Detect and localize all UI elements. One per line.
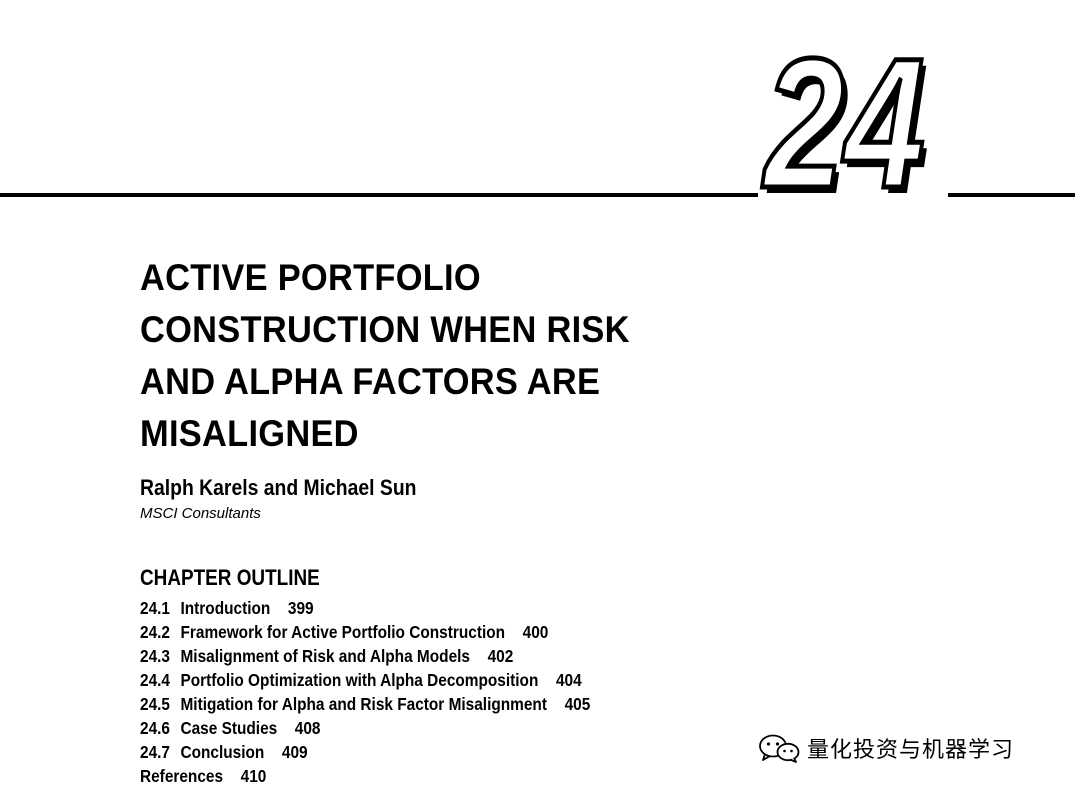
outline-item-title: Introduction	[180, 598, 271, 618]
outline-item-title: References	[140, 766, 224, 786]
outline-item-page: 410	[240, 766, 267, 786]
outline-item-page: 400	[522, 622, 549, 642]
chapter-number-shadow: 24	[766, 40, 929, 210]
outline-item: 24.7 Conclusion 409	[140, 740, 590, 764]
chapter-outline: 24.1 Introduction 399 24.2 Framework for Ac…	[140, 596, 590, 788]
outline-item-title: Portfolio Optimization with Alpha Decomp…	[180, 670, 539, 690]
outline-item: 24.3 Misalignment of Risk and Alpha Model…	[140, 644, 590, 668]
watermark: 量化投资与机器学习	[757, 731, 1014, 765]
outline-item-title: Mitigation for Alpha and Risk Factor Mis…	[180, 694, 547, 714]
outline-item: 24.4 Portfolio Optimization with Alpha De…	[140, 668, 590, 692]
chapter-title: ACTIVE PORTFOLIO CONSTRUCTION WHEN RISK …	[140, 252, 717, 460]
wechat-icon	[759, 734, 800, 763]
outline-item: 24.1 Introduction 399	[140, 596, 590, 620]
outline-item-title: Misalignment of Risk and Alpha Models	[180, 646, 470, 666]
outline-item-title: Framework for Active Portfolio Construct…	[180, 622, 506, 642]
watermark-text: 量化投资与机器学习	[807, 738, 1015, 763]
outline-item-title: Conclusion	[180, 742, 265, 762]
chapter-title-line: CONSTRUCTION WHEN RISK	[140, 309, 630, 350]
outline-item-number: 24.4	[140, 670, 170, 690]
outline-item-page: 404	[555, 670, 582, 690]
chapter-number: 24 24	[758, 40, 958, 210]
affiliation: MSCI Consultants	[140, 505, 261, 522]
outline-item-title: Case Studies	[180, 718, 278, 738]
outline-item-number: 24.1	[140, 598, 170, 618]
outline-item-number: 24.5	[140, 694, 170, 714]
outline-item-page: 408	[294, 718, 321, 738]
chapter-title-line: ACTIVE PORTFOLIO	[140, 257, 481, 298]
outline-item-number: 24.6	[140, 718, 170, 738]
chapter-title-line: AND ALPHA FACTORS ARE	[140, 361, 601, 402]
outline-item-references: References 410	[140, 764, 590, 788]
outline-item: 24.6 Case Studies 408	[140, 716, 590, 740]
outline-item-number: 24.7	[140, 742, 170, 762]
chapter-divider-rule	[0, 193, 1075, 197]
outline-item: 24.2 Framework for Active Portfolio Const…	[140, 620, 590, 644]
outline-item-page: 399	[287, 598, 314, 618]
outline-item-number: 24.3	[140, 646, 170, 666]
outline-heading: CHAPTER OUTLINE	[140, 565, 320, 590]
outline-item-page: 402	[487, 646, 514, 666]
chapter-number-outline: 24	[762, 40, 925, 210]
outline-item-number: 24.2	[140, 622, 170, 642]
authors: Ralph Karels and Michael Sun	[140, 475, 417, 500]
chapter-title-line: MISALIGNED	[140, 413, 359, 454]
outline-item-page: 405	[564, 694, 591, 714]
outline-item: 24.5 Mitigation for Alpha and Risk Factor…	[140, 692, 590, 716]
outline-item-page: 409	[281, 742, 308, 762]
